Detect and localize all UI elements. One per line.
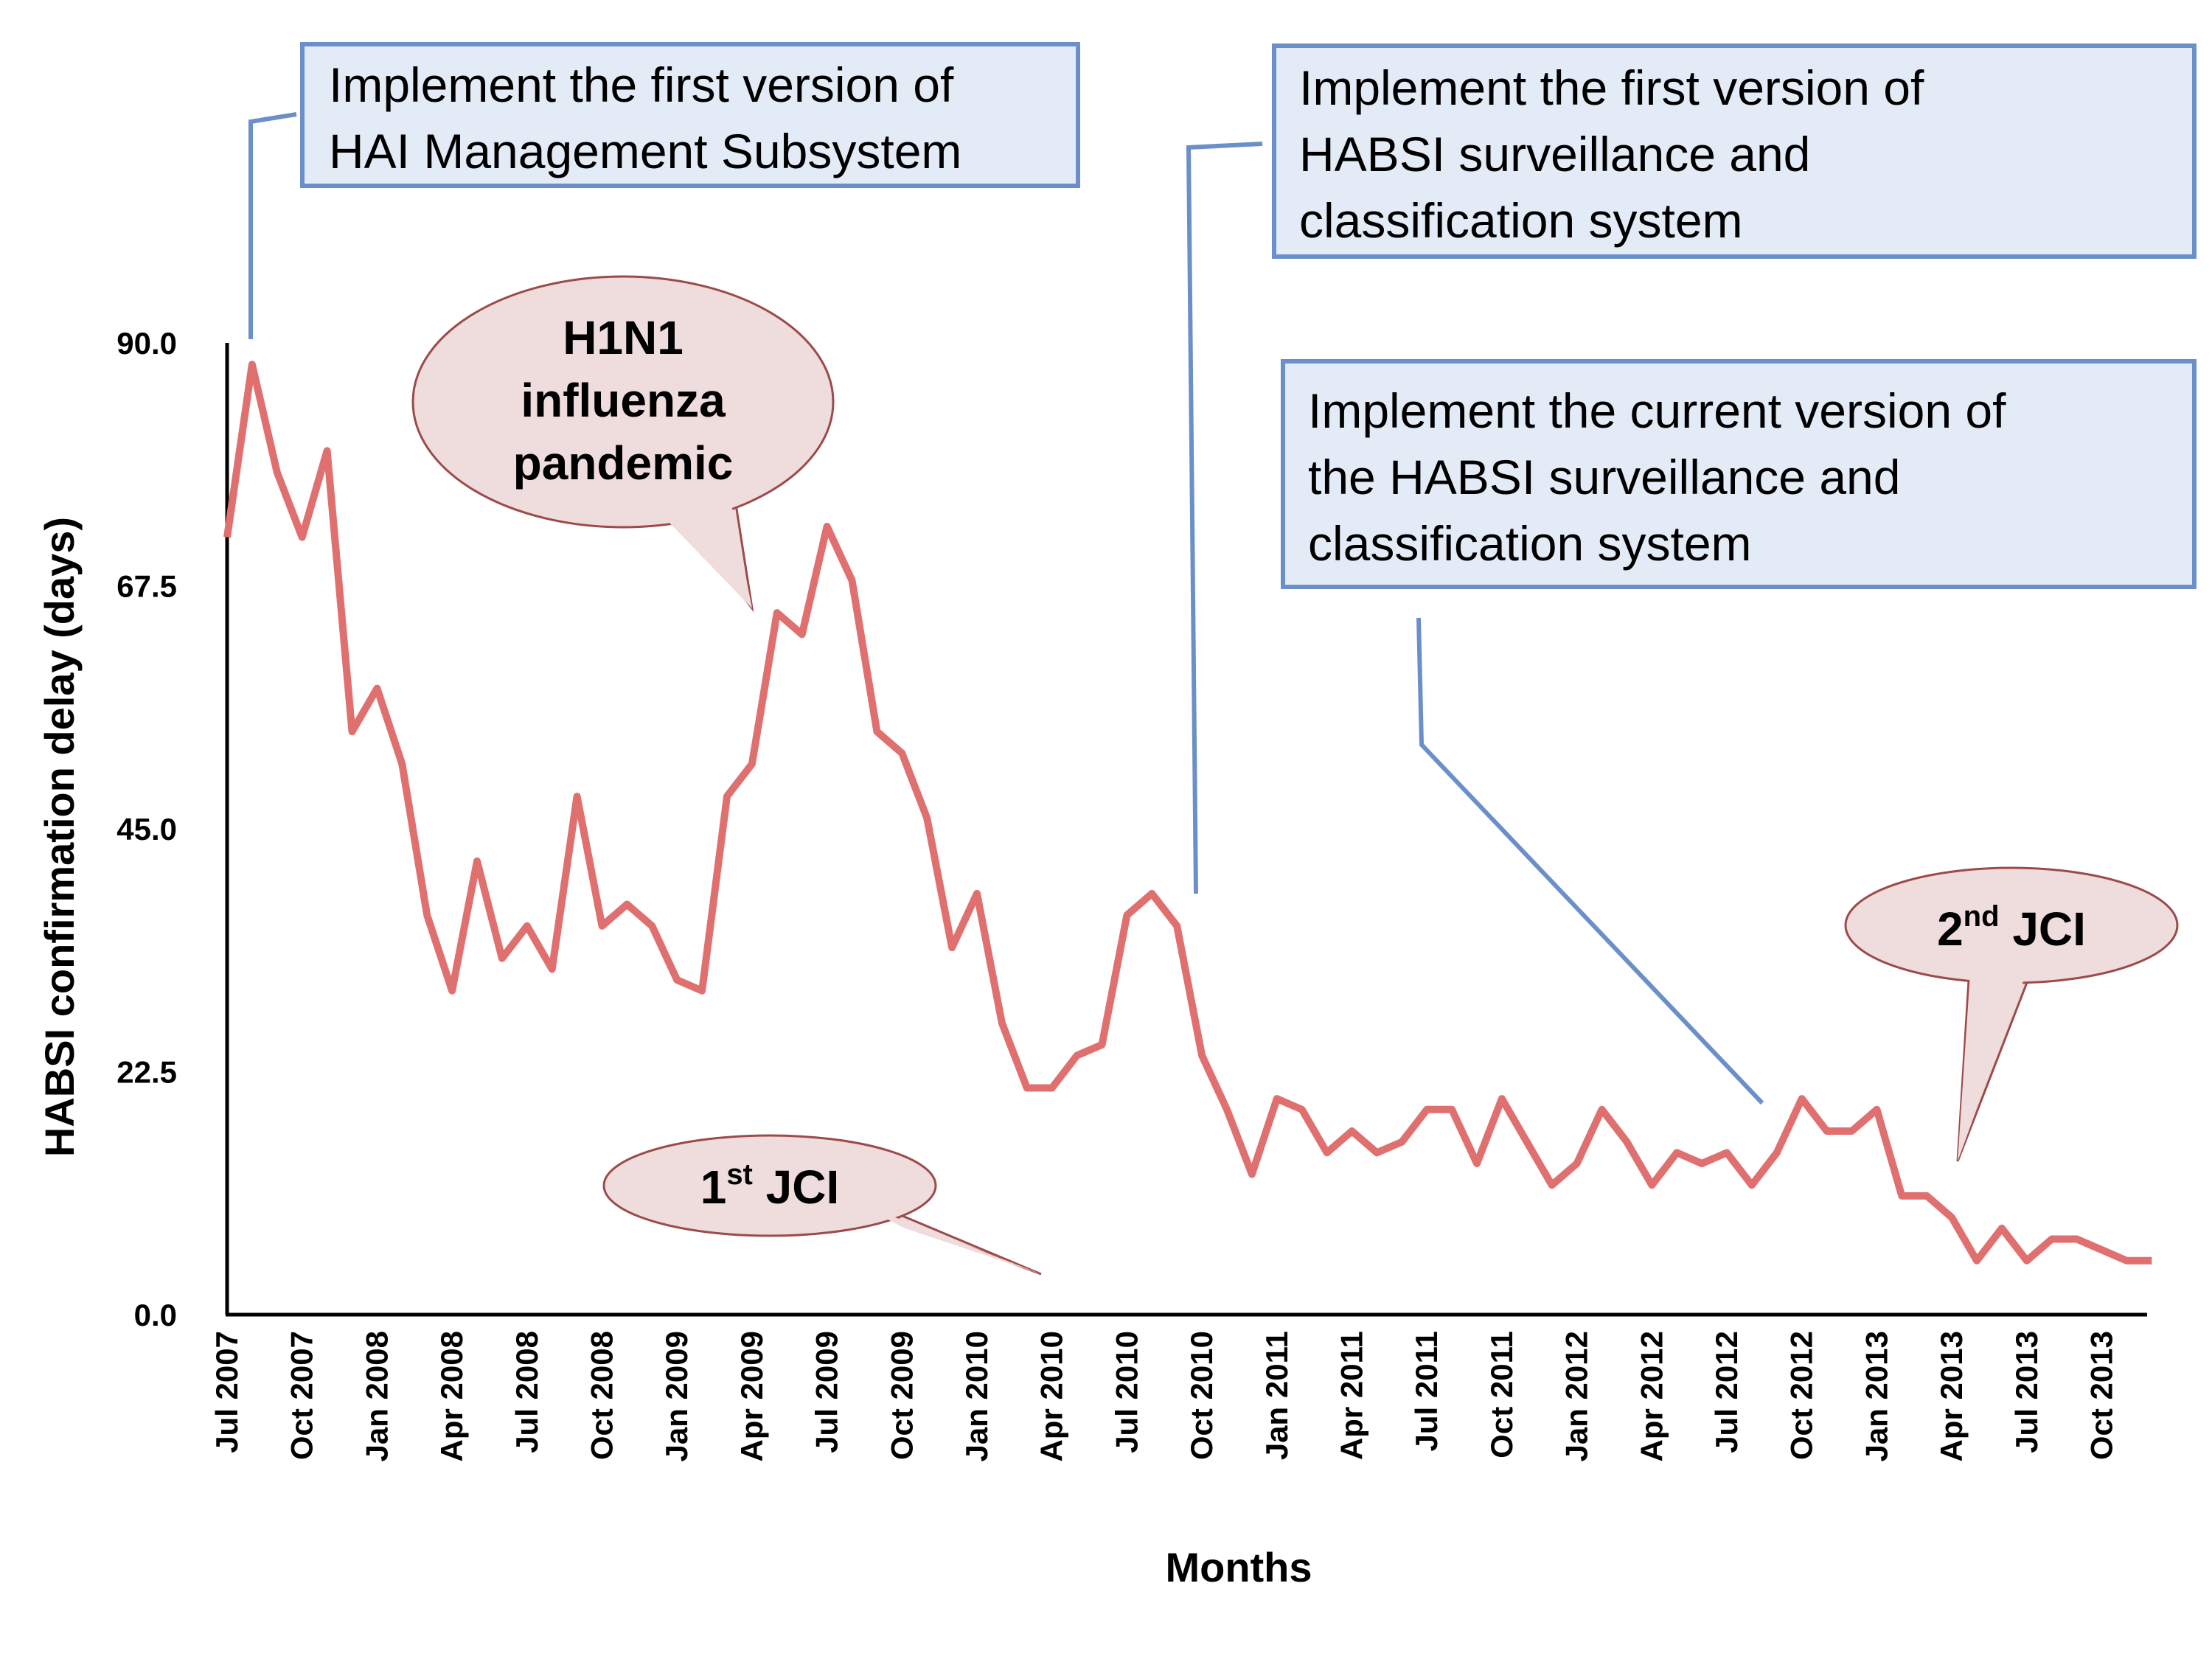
x-tick-label: Jul 2009 xyxy=(810,1331,844,1453)
x-tick-label: Jul 2012 xyxy=(1709,1331,1744,1453)
y-axis-title: HABSI confirmation delay (days) xyxy=(36,517,83,1157)
box3-line-1: Implement the current version of xyxy=(1308,383,2006,438)
h1n1-line-2: influenza xyxy=(521,374,726,427)
jci1-label: 1st JCI xyxy=(700,1158,840,1214)
x-tick-label: Oct 2013 xyxy=(2084,1331,2119,1460)
x-tick-label: Apr 2012 xyxy=(1634,1331,1669,1461)
jci1-num: 1 xyxy=(700,1161,727,1214)
box3-line-3: classification system xyxy=(1308,516,1752,571)
box2-line-2: HABSI surveillance and xyxy=(1299,127,1810,181)
x-tick-label: Oct 2007 xyxy=(285,1331,319,1460)
x-tick-label: Jan 2011 xyxy=(1259,1331,1294,1460)
bubble-jci-2: 2nd JCI xyxy=(1844,866,2179,1162)
h1n1-line-1: H1N1 xyxy=(563,311,684,364)
series-group xyxy=(223,361,2152,1265)
x-axis-title: Months xyxy=(1165,1544,1312,1590)
x-tick-label: Apr 2011 xyxy=(1335,1331,1369,1460)
annotation-box-3: Implement the current version of the HAB… xyxy=(1281,359,2197,589)
h1n1-line-3: pandemic xyxy=(513,437,734,490)
x-tick-label: Jul 2010 xyxy=(1109,1331,1144,1453)
box1-line-2: HAI Management Subsystem xyxy=(329,124,961,178)
box2-line-1: Implement the first version of xyxy=(1299,60,1924,115)
jci2-sup: nd xyxy=(1964,900,2000,933)
x-tick-label: Apr 2008 xyxy=(434,1331,469,1461)
jci2-label: 2nd JCI xyxy=(1937,900,2086,956)
x-tick-label: Jan 2010 xyxy=(959,1331,994,1461)
x-tick-label: Jan 2008 xyxy=(359,1331,394,1461)
x-tick-label: Jan 2013 xyxy=(1859,1331,1893,1461)
jci1-rest: JCI xyxy=(753,1161,839,1214)
y-tick-label: 67.5 xyxy=(116,569,177,604)
box2-line-3: classification system xyxy=(1299,193,1743,248)
x-tick-label: Oct 2012 xyxy=(1784,1331,1819,1460)
y-tick-label: 0.0 xyxy=(134,1298,177,1332)
x-tick-label: Jul 2013 xyxy=(2009,1331,2044,1453)
series-line xyxy=(223,361,2152,1265)
callout-line-2 xyxy=(1186,142,1263,894)
x-tick-label: Jul 2007 xyxy=(209,1331,244,1453)
x-tick-labels: Jul 2007 Oct 2007 Jan 2008 Apr 2008 Jul 2008… xyxy=(209,1331,2119,1461)
x-tick-label: Oct 2009 xyxy=(884,1331,919,1460)
bubble-h1n1: H1N1 influenza pandemic xyxy=(411,275,835,613)
jci1-sup: st xyxy=(726,1158,753,1191)
box3-line-2: the HABSI surveillance and xyxy=(1308,450,1900,504)
y-tick-labels: 0.0 22.5 45.0 67.5 90.0 xyxy=(116,326,177,1332)
bubble-jci-1: 1st JCI xyxy=(602,1134,1042,1276)
x-tick-label: Oct 2008 xyxy=(585,1331,619,1460)
x-tick-label: Jul 2011 xyxy=(1409,1331,1444,1451)
callout-line-3 xyxy=(1416,617,1764,1105)
x-tick-label: Jul 2008 xyxy=(509,1331,544,1453)
y-tick-label: 90.0 xyxy=(116,326,177,361)
x-tick-label: Jan 2012 xyxy=(1559,1331,1594,1461)
annotation-box-2: Implement the first version of HABSI sur… xyxy=(1272,44,2197,259)
x-tick-label: Oct 2010 xyxy=(1184,1331,1219,1460)
jci2-num: 2 xyxy=(1937,902,1964,956)
box1-line-1: Implement the first version of xyxy=(329,58,954,112)
x-tick-label: Apr 2013 xyxy=(1934,1331,1969,1461)
callout-line-1 xyxy=(248,112,297,339)
jci2-rest: JCI xyxy=(2000,902,2086,956)
x-tick-label: Oct 2011 xyxy=(1484,1331,1519,1458)
x-tick-label: Apr 2010 xyxy=(1034,1331,1069,1461)
x-tick-label: Apr 2009 xyxy=(734,1331,769,1461)
y-tick-label: 45.0 xyxy=(116,812,177,846)
x-tick-label: Jan 2009 xyxy=(659,1331,694,1461)
y-tick-label: 22.5 xyxy=(116,1055,177,1090)
annotation-box-1: Implement the first version of HAI Manag… xyxy=(300,42,1080,188)
